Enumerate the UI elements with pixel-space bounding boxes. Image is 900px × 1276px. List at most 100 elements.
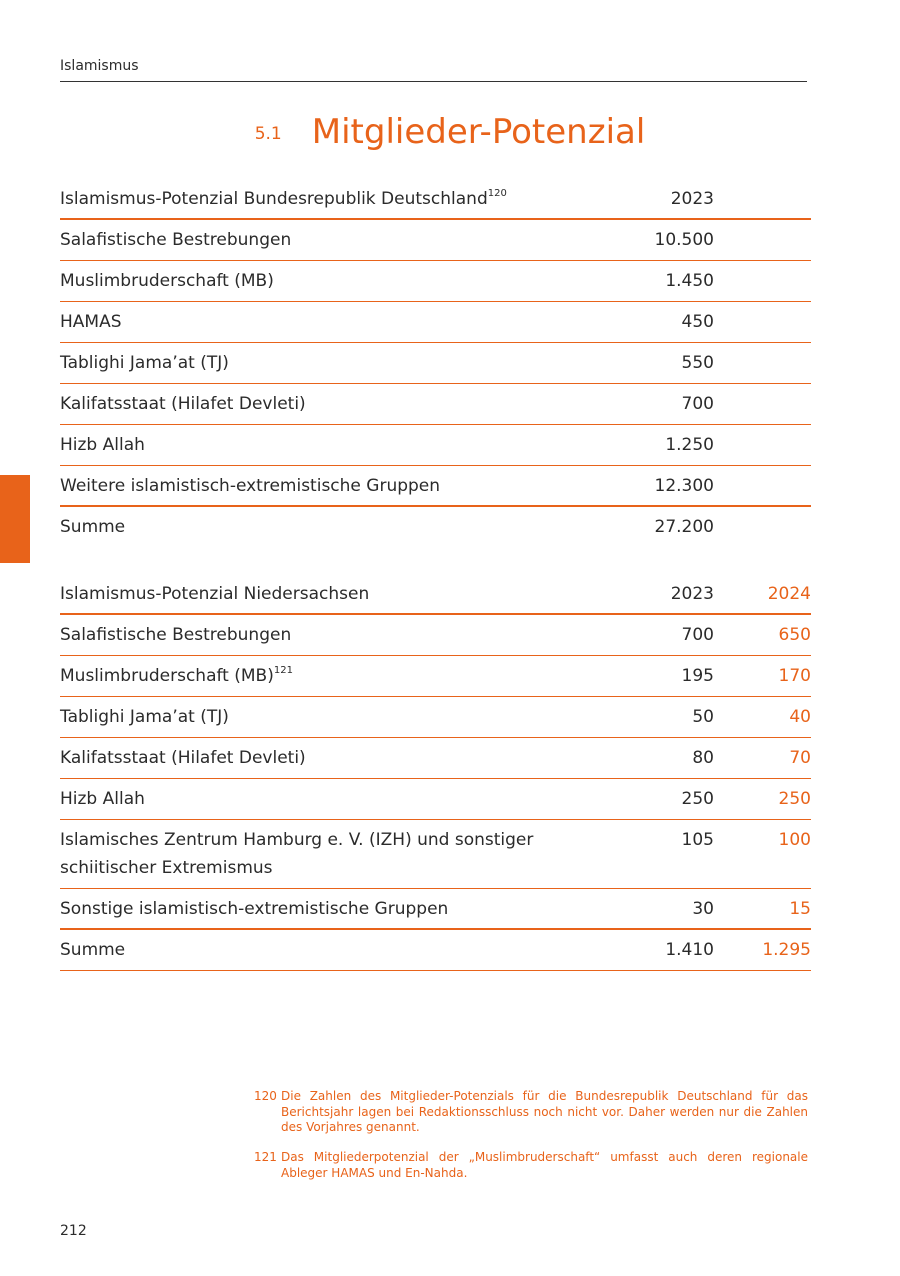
cell-text: 10.500 (654, 230, 714, 250)
row-value: 1.450 (620, 267, 714, 295)
row-value: 50 (620, 703, 714, 731)
row-value: 700 (620, 621, 714, 649)
cell-text: Muslimbruderschaft (MB) (60, 666, 274, 686)
cell-text: 2023 (670, 189, 714, 209)
footnote-ref: 121 (273, 665, 293, 676)
row-value: 10.500 (620, 226, 714, 254)
row-value: 2023 (620, 580, 714, 608)
cell-text: 170 (778, 666, 811, 686)
row-label: Tablighi Jama’at (TJ) (60, 349, 620, 377)
cell-text: 1.410 (665, 940, 714, 960)
footnote-number: 120 (254, 1089, 277, 1103)
table-row: Salafistische Bestrebungen 10.500 (60, 220, 811, 261)
row-value: 12.300 (620, 472, 714, 500)
row-label: Islamismus-Potenzial Niedersachsen (60, 580, 620, 608)
footnote-ref: 120 (487, 188, 507, 199)
cell-text: Tablighi Jama’at (TJ) (60, 707, 229, 727)
cell-text: 1.295 (762, 940, 811, 960)
row-value: 100 (714, 826, 811, 854)
row-label: Sonstige islamistisch-extremistische Gru… (60, 895, 620, 923)
cell-text: 2023 (670, 584, 714, 604)
row-label: Islamisches Zentrum Hamburg e. V. (IZH) … (60, 826, 620, 882)
table-row: Tablighi Jama’at (TJ) 550 (60, 343, 811, 384)
row-label: Summe (60, 513, 620, 541)
row-label: Kalifatsstaat (Hilafet Devleti) (60, 744, 620, 772)
row-value: 700 (620, 390, 714, 418)
cell-text: 700 (681, 394, 714, 414)
table-row: Sonstige islamistisch-extremistische Gru… (60, 889, 811, 929)
table-row: Muslimbruderschaft (MB)121 195 170 (60, 656, 811, 697)
cell-text: 70 (789, 748, 811, 768)
row-label: Summe (60, 936, 620, 964)
cell-text: Hizb Allah (60, 435, 145, 455)
cell-text: 15 (789, 899, 811, 919)
cell-text: HAMAS (60, 312, 122, 332)
row-label: HAMAS (60, 308, 620, 336)
row-label: Hizb Allah (60, 431, 620, 459)
table-row: Tablighi Jama’at (TJ) 50 40 (60, 697, 811, 738)
row-label: Tablighi Jama’at (TJ) (60, 703, 620, 731)
header-rule (60, 81, 807, 82)
row-value: 650 (714, 621, 811, 649)
footnote-text: Die Zahlen des Mitglieder-Potenzials für… (281, 1089, 808, 1134)
row-value: 250 (620, 785, 714, 813)
cell-text: 250 (778, 789, 811, 809)
cell-text: Islamismus-Potenzial Niedersachsen (60, 584, 370, 604)
table-row: Salafistische Bestrebungen 700 650 (60, 615, 811, 656)
cell-text: Islamismus-Potenzial Bundesrepublik Deut… (60, 189, 488, 209)
row-value: 70 (714, 744, 811, 772)
cell-text: Hizb Allah (60, 789, 145, 809)
row-value: 195 (620, 662, 714, 690)
cell-text: 2024 (767, 584, 811, 604)
row-value: 15 (714, 895, 811, 923)
row-value: 250 (714, 785, 811, 813)
row-value: 1.295 (714, 936, 811, 964)
table-row: HAMAS 450 (60, 302, 811, 343)
row-label: Salafistische Bestrebungen (60, 621, 620, 649)
footnote: 120 Die Zahlen des Mitglieder-Potenzials … (254, 1089, 808, 1136)
section-heading: 5.1 Mitglieder-Potenzial (0, 112, 900, 152)
cell-text: 650 (778, 625, 811, 645)
cell-text: 450 (681, 312, 714, 332)
cell-text: 550 (681, 353, 714, 373)
cell-text: Kalifatsstaat (Hilafet Devleti) (60, 394, 306, 414)
table-row: Summe 27.200 (60, 505, 811, 547)
cell-text: 1.250 (665, 435, 714, 455)
row-value: 27.200 (620, 513, 714, 541)
cell-text: Kalifatsstaat (Hilafet Devleti) (60, 748, 306, 768)
cell-text: Summe (60, 940, 126, 960)
row-value: 2024 (714, 580, 811, 608)
table-row: Islamisches Zentrum Hamburg e. V. (IZH) … (60, 820, 811, 889)
cell-text: Islamisches Zentrum Hamburg e. V. (IZH) … (60, 830, 534, 878)
row-value: 1.410 (620, 936, 714, 964)
row-label: Muslimbruderschaft (MB)121 (60, 662, 620, 690)
page-number: 212 (60, 1223, 87, 1239)
row-value: 2023 (620, 185, 714, 213)
row-value: 170 (714, 662, 811, 690)
footnote-number: 121 (254, 1150, 277, 1164)
section-number: 5.1 (254, 124, 282, 144)
cell-text: Tablighi Jama’at (TJ) (60, 353, 229, 373)
table-row: Muslimbruderschaft (MB) 1.450 (60, 261, 811, 302)
cell-text: 195 (681, 666, 714, 686)
table-row: Hizb Allah 250 250 (60, 779, 811, 820)
row-label: Salafistische Bestrebungen (60, 226, 620, 254)
row-value: 40 (714, 703, 811, 731)
running-title: Islamismus (60, 58, 139, 74)
row-label: Islamismus-Potenzial Bundesrepublik Deut… (60, 185, 620, 213)
cell-text: 250 (681, 789, 714, 809)
cell-text: 50 (692, 707, 714, 727)
table-row: Weitere islamistisch-extremistische Grup… (60, 466, 811, 506)
cell-text: Salafistische Bestrebungen (60, 625, 292, 645)
cell-text: 40 (789, 707, 811, 727)
table: Islamismus-Potenzial Niedersachsen 2023 20… (60, 576, 811, 971)
cell-text: Weitere islamistisch-extremistische Grup… (60, 476, 441, 496)
footnote-text: Das Mitgliederpotenzial der „Muslimbrude… (281, 1150, 808, 1180)
table-row: Kalifatsstaat (Hilafet Devleti) 80 70 (60, 738, 811, 779)
row-value: 105 (620, 826, 714, 854)
cell-text: 1.450 (665, 271, 714, 291)
section-title: Mitglieder-Potenzial (311, 112, 646, 152)
table-row: Kalifatsstaat (Hilafet Devleti) 700 (60, 384, 811, 425)
